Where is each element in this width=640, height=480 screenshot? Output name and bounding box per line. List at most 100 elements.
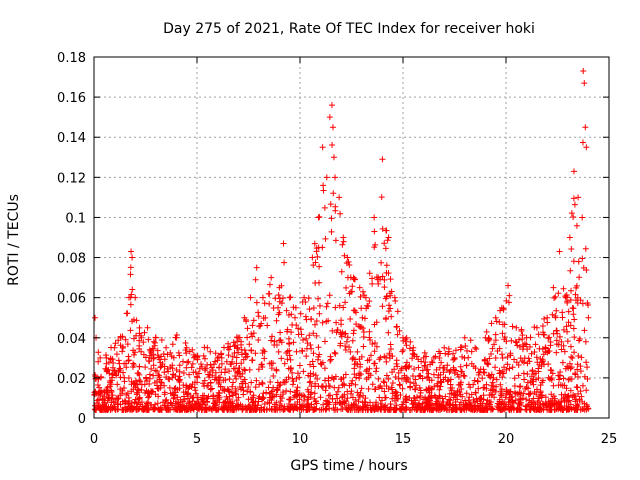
data-point <box>224 395 231 402</box>
data-point <box>190 351 197 358</box>
data-point <box>322 406 329 413</box>
data-point <box>324 300 331 307</box>
data-point <box>146 371 153 378</box>
data-point <box>186 398 193 405</box>
data-point <box>564 299 571 306</box>
data-point <box>420 354 427 361</box>
data-point <box>576 337 583 344</box>
data-point <box>343 398 350 405</box>
data-point <box>560 285 567 292</box>
data-point <box>157 364 164 371</box>
data-point <box>371 360 378 367</box>
data-point <box>174 406 181 413</box>
data-point <box>442 374 449 381</box>
y-tick-label: 0.12 <box>57 171 86 186</box>
data-point <box>430 354 437 361</box>
data-point <box>308 383 315 390</box>
data-point <box>145 394 152 401</box>
data-point <box>247 389 254 396</box>
data-point <box>527 390 534 397</box>
data-point <box>132 349 139 356</box>
data-point <box>559 309 566 316</box>
data-point <box>143 387 150 394</box>
data-point <box>138 386 145 393</box>
data-point <box>489 345 496 352</box>
data-point <box>366 356 373 363</box>
data-point <box>194 379 201 386</box>
data-point <box>344 334 351 341</box>
data-point <box>238 360 245 367</box>
data-point <box>126 403 133 410</box>
data-point <box>581 80 588 87</box>
data-point <box>517 392 524 399</box>
data-point <box>304 401 311 408</box>
data-point <box>103 366 110 373</box>
data-point <box>301 393 308 400</box>
data-point <box>279 295 286 302</box>
data-point <box>133 391 140 398</box>
data-point <box>222 377 229 384</box>
data-point <box>585 301 592 308</box>
data-point <box>176 362 183 369</box>
data-point <box>568 287 575 294</box>
data-point <box>583 144 590 151</box>
data-point <box>289 369 296 376</box>
data-point <box>259 350 266 357</box>
data-point <box>409 355 416 362</box>
data-point <box>125 357 132 364</box>
data-point <box>545 398 552 405</box>
data-point <box>515 372 522 379</box>
data-point <box>281 360 288 367</box>
data-point <box>194 354 200 361</box>
data-point <box>371 228 378 235</box>
data-point <box>583 359 590 366</box>
data-point <box>120 369 127 376</box>
data-point <box>563 323 570 330</box>
data-point <box>517 355 524 362</box>
data-point <box>155 372 162 379</box>
data-point <box>106 359 113 366</box>
data-point <box>336 302 343 309</box>
data-point <box>306 379 313 386</box>
data-point <box>571 334 578 341</box>
data-point <box>141 405 148 412</box>
y-tick-label: 0.16 <box>57 91 86 106</box>
data-point <box>392 392 399 399</box>
data-point <box>346 344 353 351</box>
data-point <box>371 321 378 328</box>
data-point <box>178 405 185 412</box>
data-point <box>218 360 225 367</box>
data-point <box>221 385 228 392</box>
data-point <box>371 386 378 393</box>
data-point <box>309 254 316 261</box>
data-point <box>367 406 374 413</box>
data-point <box>273 366 280 373</box>
data-point <box>435 348 442 355</box>
data-point <box>217 383 224 390</box>
data-point <box>565 376 572 383</box>
data-point <box>530 376 537 383</box>
data-point <box>201 383 208 390</box>
data-point <box>364 302 371 309</box>
data-point <box>385 329 392 336</box>
data-point <box>425 374 432 381</box>
data-point <box>509 397 516 404</box>
data-point <box>500 405 507 412</box>
data-point <box>122 406 129 413</box>
data-point <box>328 215 335 222</box>
data-point <box>321 204 328 211</box>
data-point <box>304 340 311 347</box>
data-point <box>583 387 590 394</box>
data-point <box>142 364 149 371</box>
data-point <box>285 311 292 318</box>
data-point <box>451 354 458 361</box>
data-point <box>575 390 582 397</box>
data-point <box>291 401 298 408</box>
data-point <box>176 352 183 359</box>
data-point <box>531 400 538 407</box>
data-point <box>572 396 579 403</box>
data-point <box>344 254 351 261</box>
data-point <box>172 400 179 407</box>
data-point <box>530 405 537 412</box>
data-point <box>339 401 346 408</box>
